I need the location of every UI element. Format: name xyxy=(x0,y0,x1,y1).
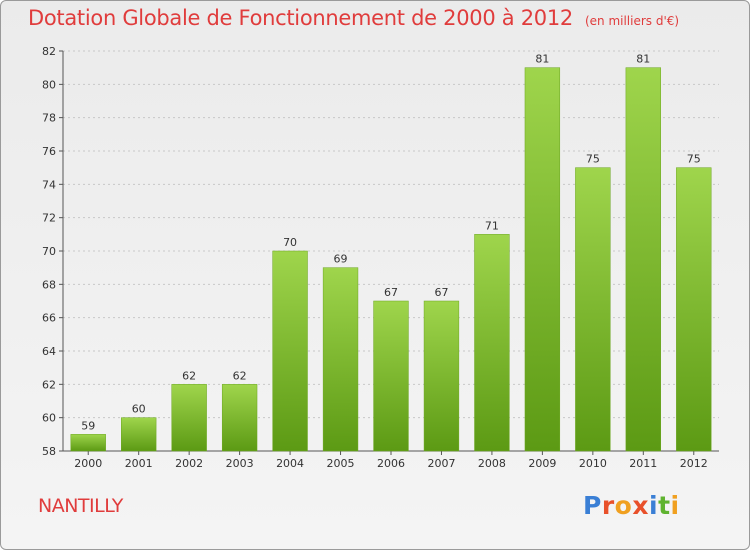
x-tick-label-2004: 2004 xyxy=(276,457,304,470)
value-label-2005: 69 xyxy=(334,253,348,266)
bars xyxy=(70,67,712,452)
x-tick-label-2010: 2010 xyxy=(579,457,607,470)
x-tick-label-2003: 2003 xyxy=(226,457,254,470)
y-tick-label: 64 xyxy=(42,345,56,358)
bar-2005 xyxy=(322,267,359,452)
logo-letter: x xyxy=(632,491,649,520)
bar-2004 xyxy=(272,250,308,452)
logo-letter: o xyxy=(614,491,633,520)
bar-2000 xyxy=(70,434,106,452)
bar-2001 xyxy=(121,417,157,452)
chart-title-text: Dotation Globale de Fonctionnement de 20… xyxy=(28,6,573,30)
value-label-2009: 81 xyxy=(535,53,549,66)
x-tick-label-2011: 2011 xyxy=(629,457,657,470)
value-label-2007: 67 xyxy=(434,286,448,299)
x-tick-label-2007: 2007 xyxy=(427,457,455,470)
value-label-2004: 70 xyxy=(283,236,297,249)
value-label-2012: 75 xyxy=(687,153,701,166)
bar-2003 xyxy=(221,384,258,452)
x-tick-label-2002: 2002 xyxy=(175,457,203,470)
y-tick-label: 78 xyxy=(42,112,56,125)
bar-2010 xyxy=(575,167,611,452)
y-tick-label: 72 xyxy=(42,212,56,225)
value-label-2002: 62 xyxy=(182,369,196,382)
value-label-2010: 75 xyxy=(586,153,600,166)
y-tick-label: 70 xyxy=(42,245,56,258)
chart-subtitle: (en milliers d'€) xyxy=(584,14,680,28)
x-tick-label-2008: 2008 xyxy=(478,457,506,470)
logo-letter: r xyxy=(601,491,615,520)
y-tick-label: 66 xyxy=(42,312,56,325)
logo-letter: t xyxy=(658,491,671,520)
y-tick-label: 62 xyxy=(42,378,56,391)
y-tick-label: 80 xyxy=(42,78,56,91)
value-label-2011: 81 xyxy=(636,53,650,66)
x-tick-label-2001: 2001 xyxy=(125,457,153,470)
bar-2007 xyxy=(423,300,460,452)
logo-letter: i xyxy=(649,491,659,520)
bar-2009 xyxy=(524,67,561,452)
y-tick-label: 74 xyxy=(42,178,56,191)
value-label-2006: 67 xyxy=(384,286,398,299)
x-tick-label-2000: 2000 xyxy=(74,457,102,470)
chart-title: Dotation Globale de Fonctionnement de 20… xyxy=(28,6,679,30)
logo-letter: P xyxy=(583,491,602,520)
labels: 58 60 62 64 66 68 70 72 74 76 78 80 82 59 2000 60 2001 62… xyxy=(42,45,708,470)
bar-2011 xyxy=(625,67,661,452)
bar-2002 xyxy=(171,384,207,452)
x-tick-label-2012: 2012 xyxy=(680,457,708,470)
x-tick-label-2006: 2006 xyxy=(377,457,405,470)
y-tick-label: 58 xyxy=(42,445,56,458)
y-tick-label: 68 xyxy=(42,278,56,291)
place-name: NANTILLY xyxy=(38,495,123,517)
value-label-2008: 71 xyxy=(485,219,499,232)
x-tick-label-2009: 2009 xyxy=(528,457,556,470)
proxiti-logo[interactable]: Proxiti xyxy=(583,491,680,520)
bar-2006 xyxy=(373,300,409,452)
value-label-2000: 59 xyxy=(81,419,95,432)
y-tick-label: 60 xyxy=(42,412,56,425)
y-tick-label: 76 xyxy=(42,145,56,158)
logo-letter: i xyxy=(670,491,680,520)
y-tick-label: 82 xyxy=(42,45,56,58)
x-tick-label-2005: 2005 xyxy=(327,457,355,470)
bar-2008 xyxy=(474,234,510,452)
value-label-2001: 60 xyxy=(132,403,146,416)
bar-2012 xyxy=(676,167,712,452)
value-label-2003: 62 xyxy=(233,369,247,382)
